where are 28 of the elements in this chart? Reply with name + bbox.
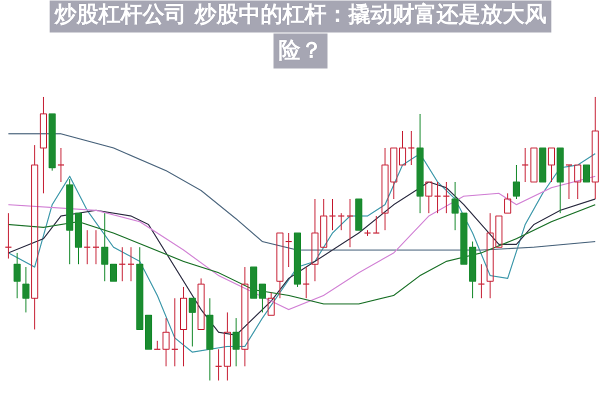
candlestick	[214, 348, 222, 381]
candlestick	[416, 113, 424, 214]
candlestick	[338, 212, 345, 231]
candlestick	[592, 96, 599, 200]
candlestick	[171, 298, 178, 367]
candlestick	[40, 96, 47, 194]
candlestick	[127, 246, 135, 282]
candlestick	[84, 230, 91, 265]
candlestick	[452, 181, 459, 231]
candlestick	[118, 246, 126, 282]
candlestick	[4, 212, 12, 260]
chart-title: 炒股杠杆公司 炒股中的杠杆：撬动财富还是放大风险？	[54, 2, 546, 64]
candlestick	[92, 230, 100, 265]
candlestick	[512, 164, 520, 200]
candlestick	[486, 212, 494, 299]
candlestick	[434, 181, 442, 214]
candlestick	[224, 312, 231, 381]
candlestick	[408, 130, 415, 166]
candlestick	[22, 266, 30, 313]
candlestick	[302, 266, 310, 299]
candlestick	[232, 318, 240, 367]
candlestick	[180, 286, 188, 367]
candlestick	[14, 252, 21, 299]
candlestick	[442, 181, 450, 214]
candlestick	[162, 318, 170, 367]
candlestick	[31, 144, 38, 330]
candlestick	[206, 298, 214, 381]
candlestick	[241, 266, 248, 367]
